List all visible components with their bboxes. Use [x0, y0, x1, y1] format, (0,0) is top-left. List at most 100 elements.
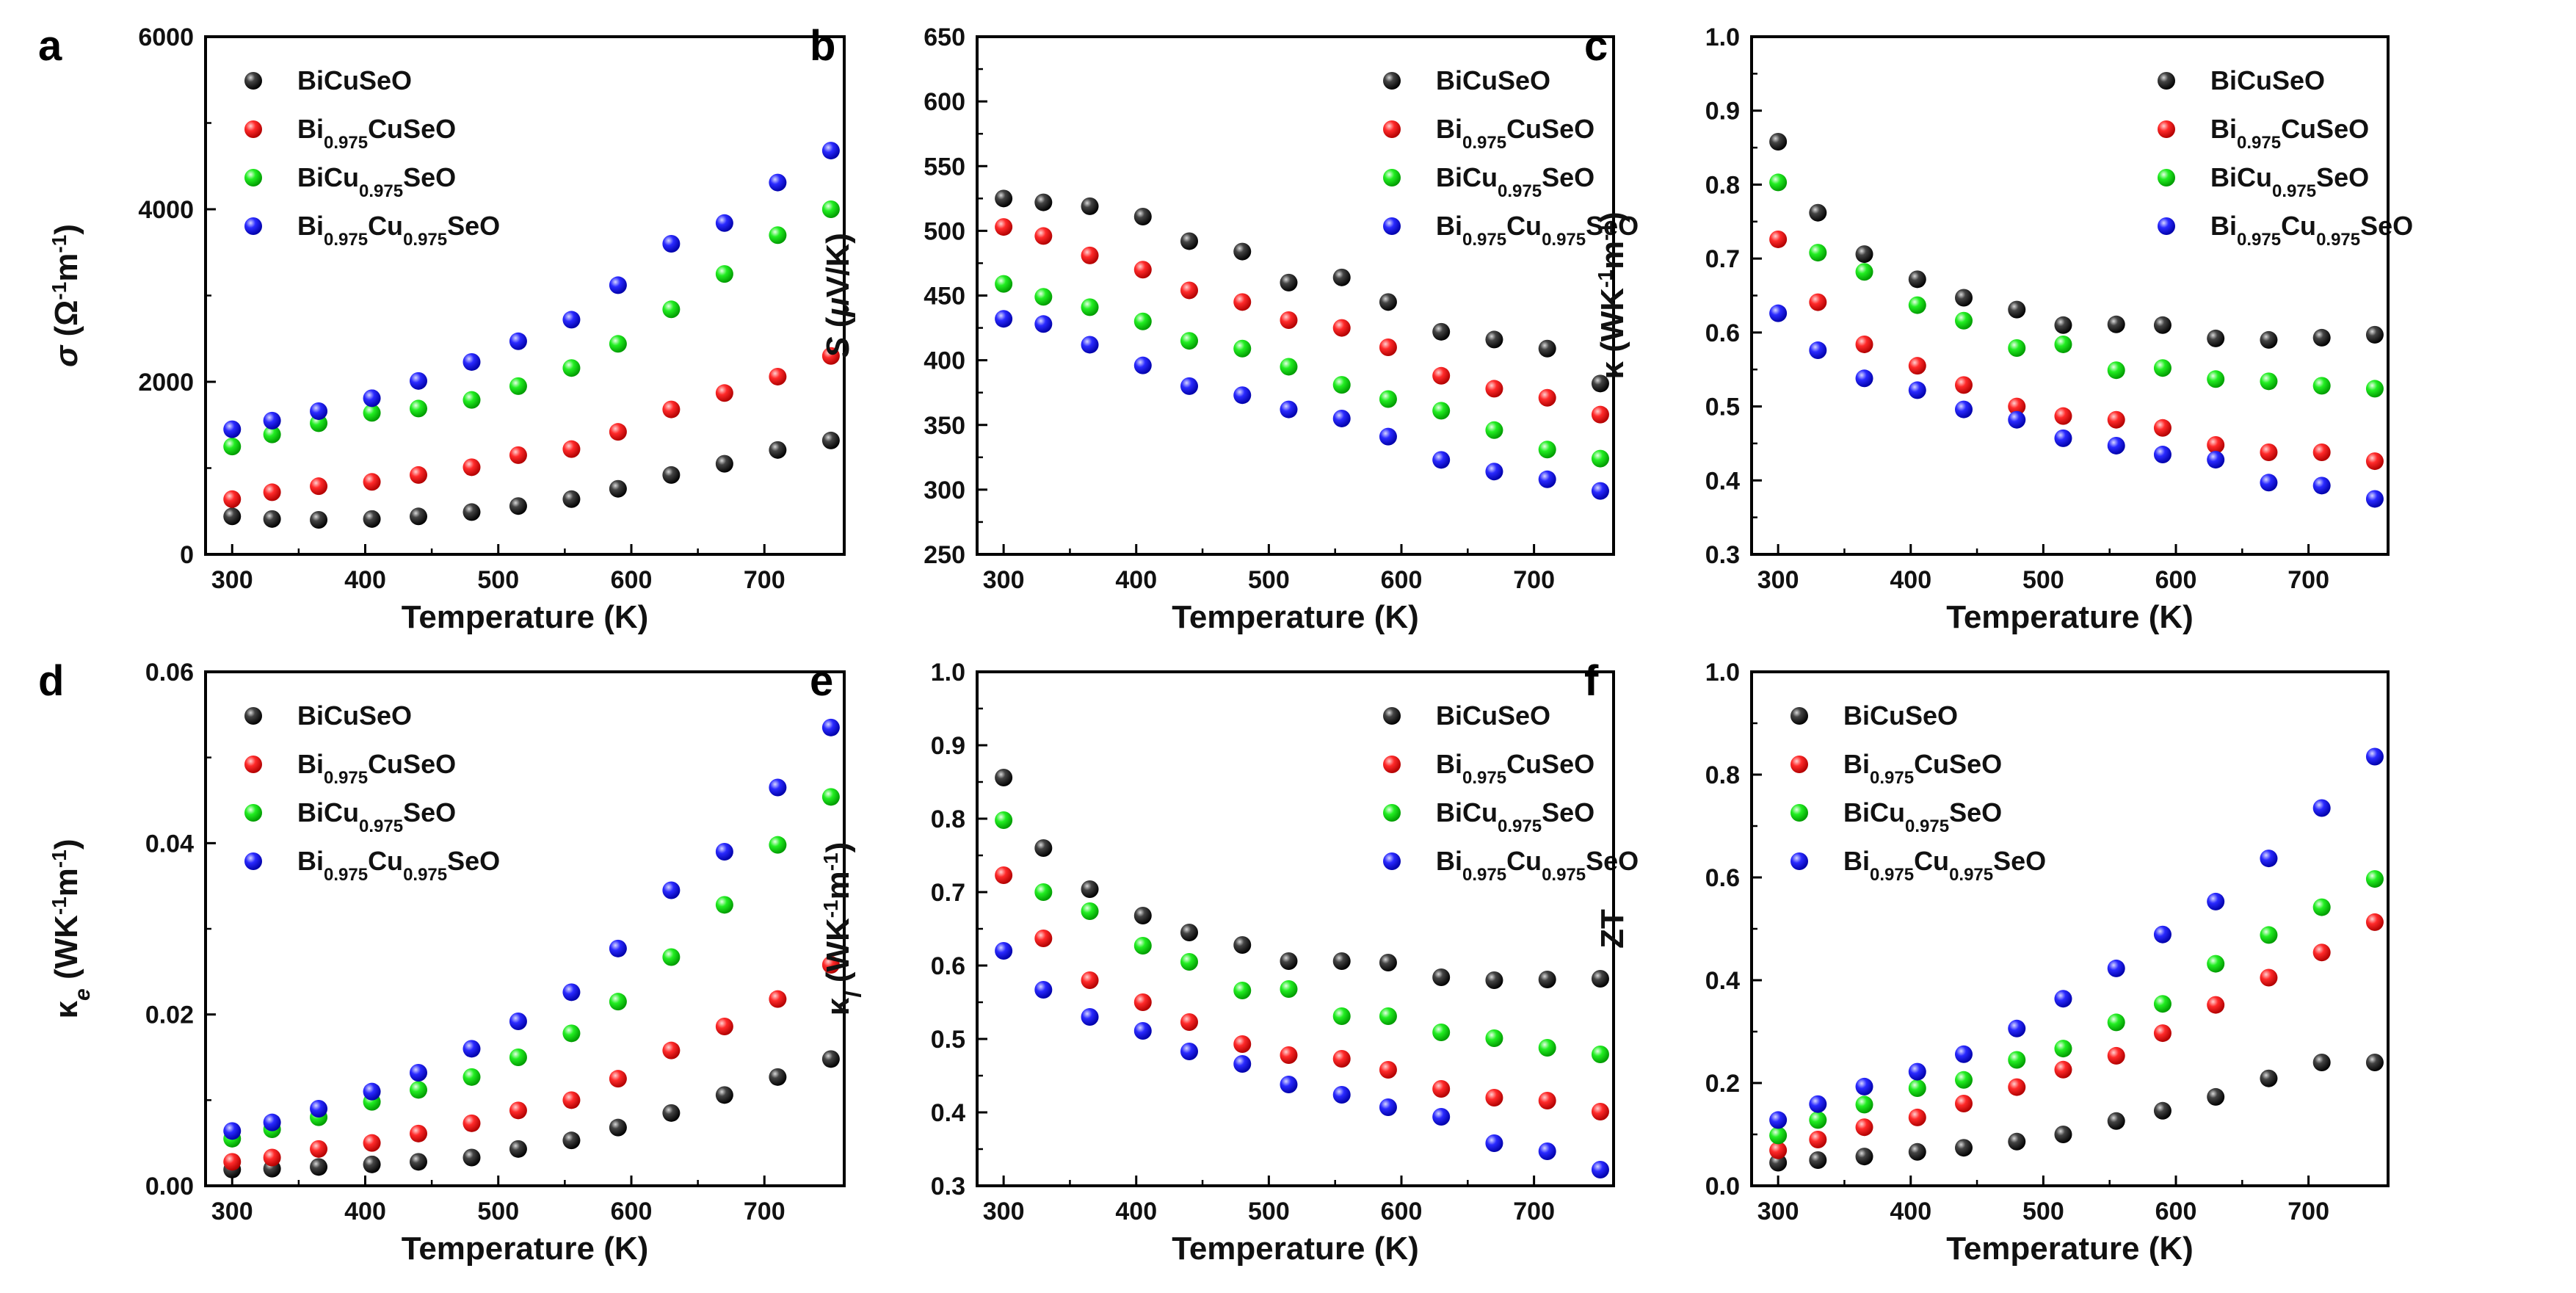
data-point-bi0-975cu0-975seo: [410, 1064, 427, 1082]
y-tick-label: 0.4: [931, 1099, 965, 1127]
data-point-bi0-975cuseo: [662, 1041, 681, 1060]
legend-label-bi0-975cu0-975seo: Bi0.975Cu0.975SeO: [2210, 211, 2413, 250]
data-point-bi0-975cu0-975seo: [562, 311, 581, 329]
data-point-bi0-975cu0-975seo: [1034, 315, 1053, 333]
plot-frame: [976, 670, 1615, 1187]
data-point-bi0-975cu0-975seo: [1432, 1108, 1451, 1126]
legend: BiCuSeO Bi0.975CuSeO BiCu0.975SeO Bi0.975Cu…: [1383, 65, 1639, 250]
data-point-bicu0-975seo: [562, 359, 581, 377]
data-point-bi0-975cuseo: [715, 1018, 733, 1035]
data-point-bi0-975cu0-975seo: [363, 389, 381, 408]
y-tick-label: 1.0: [1705, 659, 1740, 687]
data-point-bi0-975cuseo: [1133, 261, 1152, 279]
data-point-bi0-975cu0-975seo: [1538, 1142, 1556, 1160]
data-point-bi0-975cuseo: [769, 990, 787, 1008]
series-bicuseo: [995, 189, 1609, 393]
legend-label-bi0-975cuseo: Bi0.975CuSeO: [1436, 114, 1594, 153]
y-tick-label: 1.0: [1705, 23, 1740, 51]
data-point-bi0-975cuseo: [1432, 1080, 1451, 1098]
y-tick-label: 0.02: [145, 1002, 194, 1029]
data-point-bi0-975cuseo: [1908, 357, 1926, 375]
series-bi0-975cuseo: [995, 218, 1609, 424]
x-tick-label: 600: [611, 1198, 653, 1225]
y-tick-label: 0: [180, 541, 194, 569]
data-point-bi0-975cuseo: [1034, 930, 1053, 947]
legend-label-bicu0-975seo: BiCu0.975SeO: [297, 797, 456, 836]
y-tick-label: 0.8: [1705, 761, 1740, 789]
data-point-bicuseo: [509, 497, 527, 515]
data-point-bi0-975cuseo: [509, 446, 527, 464]
x-tick-label: 300: [1757, 1198, 1799, 1225]
legend-marker-bicuseo: [244, 72, 262, 90]
x-tick-label: 300: [983, 566, 1025, 594]
data-point-bicuseo: [310, 511, 328, 529]
data-point-bicuseo: [1133, 907, 1152, 924]
data-point-bi0-975cuseo: [1485, 380, 1503, 398]
data-point-bi0-975cuseo: [310, 477, 328, 496]
data-point-bi0-975cuseo: [1081, 246, 1099, 264]
data-point-bi0-975cu0-975seo: [821, 718, 840, 736]
data-point-bi0-975cu0-975seo: [1855, 1077, 1873, 1095]
data-point-bi0-975cuseo: [1955, 376, 1973, 394]
y-tick-label: 0.7: [1705, 245, 1740, 273]
data-point-bi0-975cuseo: [1809, 293, 1827, 311]
data-point-bicu0-975seo: [1908, 296, 1926, 314]
data-point-bi0-975cu0-975seo: [1379, 427, 1397, 446]
legend-marker-bicuseo: [1790, 707, 1808, 725]
data-point-bicuseo: [310, 1158, 328, 1176]
legend-marker-bi0-975cuseo: [2158, 120, 2175, 138]
legend-marker-bicu0-975seo: [244, 804, 262, 822]
panel-f: f 0.0 0.2 0.4 0.6 0.8 1.0 300 400 500 600 700 Temper…: [1584, 657, 2390, 1267]
panel-letter: f: [1584, 657, 1599, 705]
data-point-bicu0-975seo: [562, 1024, 581, 1043]
data-point-bi0-975cuseo: [1133, 993, 1152, 1011]
data-point-bicuseo: [1180, 232, 1198, 250]
data-point-bi0-975cuseo: [1591, 1103, 1609, 1120]
legend: BiCuSeO Bi0.975CuSeO BiCu0.975SeO Bi0.975Cu…: [1383, 700, 1639, 885]
data-point-bi0-975cu0-975seo: [1081, 336, 1099, 354]
legend-label-bi0-975cuseo: Bi0.975CuSeO: [1436, 749, 1594, 788]
legend-label-bicuseo: BiCuSeO: [297, 700, 412, 731]
data-point-bi0-975cuseo: [2260, 443, 2278, 462]
data-point-bicuseo: [1180, 924, 1198, 941]
data-point-bicu0-975seo: [2153, 359, 2172, 377]
data-point-bi0-975cu0-975seo: [1591, 482, 1609, 500]
series-bi0-975cuseo: [1769, 913, 2384, 1159]
data-point-bicuseo: [2260, 330, 2278, 349]
data-point-bicu0-975seo: [2260, 372, 2278, 391]
y-tick-label: 0.6: [1705, 319, 1740, 347]
data-point-bicuseo: [1332, 268, 1351, 286]
data-point-bicuseo: [1379, 293, 1397, 311]
x-tick-label: 500: [1248, 566, 1290, 594]
data-point-bicu0-975seo: [995, 275, 1013, 293]
data-point-bi0-975cu0-975seo: [263, 1113, 281, 1131]
y-tick-label: 0.4: [1705, 967, 1740, 995]
data-point-bi0-975cu0-975seo: [609, 939, 627, 957]
legend: BiCuSeO Bi0.975CuSeO BiCu0.975SeO Bi0.975Cu…: [2158, 65, 2413, 250]
y-tick-label: 500: [924, 217, 965, 245]
data-point-bicuseo: [2153, 316, 2172, 334]
data-point-bicu0-975seo: [1081, 298, 1099, 316]
legend: BiCuSeO Bi0.975CuSeO BiCu0.975SeO Bi0.975Cu…: [244, 65, 500, 250]
legend-label-bicu0-975seo: BiCu0.975SeO: [1436, 797, 1594, 836]
x-tick-label: 500: [1248, 1198, 1290, 1225]
data-point-bicuseo: [1432, 322, 1451, 341]
data-point-bicuseo: [769, 1068, 787, 1086]
data-point-bi0-975cu0-975seo: [769, 173, 787, 192]
legend-marker-bicuseo: [2158, 72, 2175, 90]
data-point-bicuseo: [821, 431, 840, 449]
data-point-bicuseo: [821, 1050, 840, 1068]
legend-label-bi0-975cuseo: Bi0.975CuSeO: [2210, 114, 2369, 153]
data-point-bicu0-975seo: [609, 993, 627, 1011]
data-point-bicu0-975seo: [2107, 361, 2125, 380]
data-point-bicuseo: [509, 1140, 527, 1158]
data-point-bicuseo: [1855, 1148, 1873, 1166]
x-tick-label: 700: [2287, 566, 2329, 594]
x-axis-title: Temperature (K): [402, 1231, 649, 1267]
series-bicuseo: [1769, 1054, 2384, 1172]
data-point-bicuseo: [1081, 880, 1099, 898]
data-point-bi0-975cu0-975seo: [1955, 400, 1973, 419]
data-point-bicuseo: [410, 507, 427, 526]
legend-label-bicu0-975seo: BiCu0.975SeO: [1436, 162, 1594, 201]
